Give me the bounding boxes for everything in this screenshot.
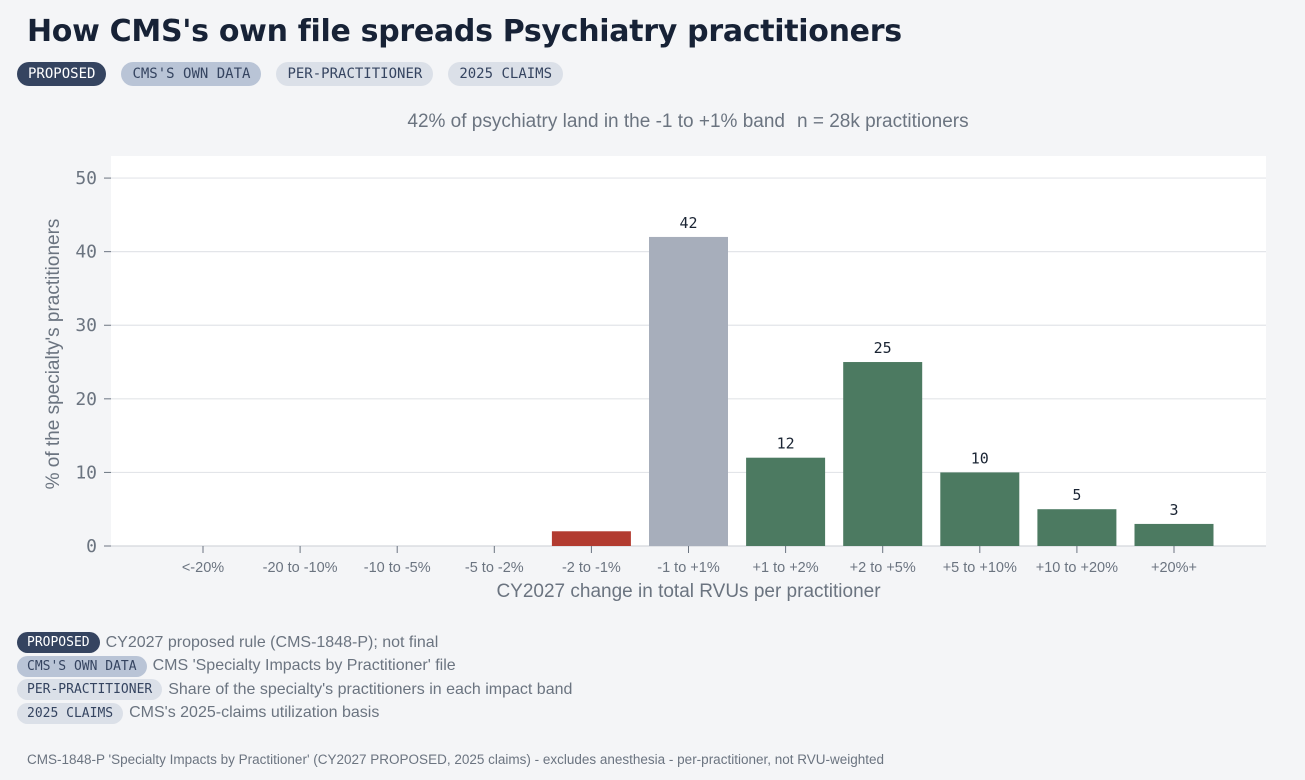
legend-row: PER-PRACTITIONER Share of the specialty'…: [17, 678, 572, 702]
legend-tag: PROPOSED: [17, 632, 100, 654]
bar: [940, 472, 1020, 546]
x-tick-label: -1 to +1%: [657, 560, 720, 576]
legend-tag: CMS'S OWN DATA: [17, 655, 147, 677]
y-axis-title: % of the specialty's practitioners: [43, 219, 64, 490]
y-tick-label: 0: [86, 536, 97, 557]
source-footnote: CMS-1848-P 'Specialty Impacts by Practit…: [27, 752, 885, 767]
x-tick-label: +10 to +20%: [1036, 560, 1118, 576]
subtitle-sample-size: n = 28k practitioners: [796, 111, 969, 132]
y-tick-label: 40: [75, 242, 97, 263]
chart-title: How CMS's own file spreads Psychiatry pr…: [27, 14, 902, 49]
bar: [649, 236, 728, 546]
subtitle-headline: 42% of psychiatry land in the -1 to +1% …: [407, 111, 785, 132]
x-tick-label: +5 to +10%: [943, 560, 1017, 576]
bar: [551, 531, 631, 546]
bar-data-label: 5: [1072, 486, 1081, 504]
bar-data-label: 12: [777, 435, 795, 453]
tag-cms-own-data: CMS'S OWN DATA: [121, 62, 262, 86]
bar-data-label: 3: [1169, 501, 1178, 519]
bar-chart: 0 10 20 30 40 50 <-20% -20 to -10% -10 to -5% -5 …: [43, 156, 1266, 602]
legend-description: CY2027 proposed rule (CMS-1848-P); not f…: [105, 633, 439, 651]
x-tick-label: -20 to -10%: [263, 560, 338, 576]
x-tick-label: +20%+: [1151, 560, 1197, 576]
x-tick-label: -5 to -2%: [465, 560, 524, 576]
legend-row: PROPOSED CY2027 proposed rule (CMS-1848-…: [17, 631, 572, 655]
bar-data-label: 10: [971, 449, 989, 467]
y-tick-label: 10: [75, 462, 97, 483]
x-tick-label: <-20%: [182, 560, 224, 576]
bar-data-label: 42: [679, 214, 697, 232]
legend-description: CMS 'Specialty Impacts by Practitioner' …: [152, 657, 456, 675]
legend-row: CMS'S OWN DATA CMS 'Specialty Impacts by…: [17, 655, 572, 679]
legend-description: Share of the specialty's practitioners i…: [168, 680, 573, 698]
legend-tag: 2025 CLAIMS: [17, 702, 124, 724]
legend: PROPOSED CY2027 proposed rule (CMS-1848-…: [17, 631, 572, 725]
tag-row: PROPOSED CMS'S OWN DATA PER-PRACTITIONER…: [17, 62, 564, 86]
bar: [1134, 523, 1214, 546]
x-tick-label: +2 to +5%: [850, 560, 916, 576]
bar: [843, 362, 923, 546]
y-tick-label: 30: [75, 315, 97, 336]
y-tick-label: 50: [75, 168, 97, 189]
x-tick-label: -10 to -5%: [364, 560, 431, 576]
bar: [746, 457, 826, 546]
tag-proposed: PROPOSED: [17, 62, 107, 86]
legend-description: CMS's 2025-claims utilization basis: [129, 704, 380, 722]
bar-data-label: 25: [874, 339, 892, 357]
legend-tag: PER-PRACTITIONER: [17, 679, 163, 701]
x-tick-label: -2 to -1%: [562, 560, 621, 576]
bar: [1037, 509, 1117, 546]
tag-2025-claims: 2025 CLAIMS: [448, 62, 564, 86]
chart-subtitle: 42% of psychiatry land in the -1 to +1% …: [0, 111, 1305, 133]
x-axis-title: CY2027 change in total RVUs per practiti…: [496, 581, 881, 602]
x-tick-label: +1 to +2%: [753, 560, 819, 576]
legend-row: 2025 CLAIMS CMS's 2025-claims utilizatio…: [17, 702, 572, 726]
tag-per-practitioner: PER-PRACTITIONER: [276, 62, 434, 86]
y-tick-label: 20: [75, 389, 97, 410]
